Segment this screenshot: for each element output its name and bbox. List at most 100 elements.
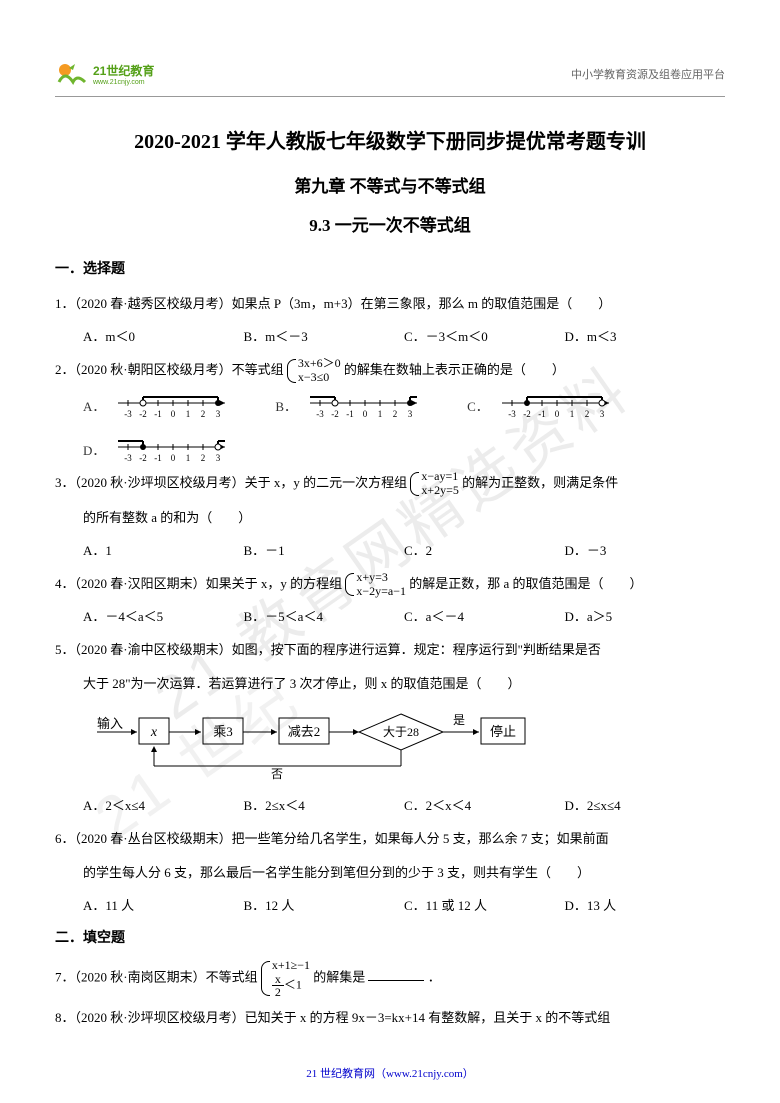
svg-text:-3: -3 — [125, 453, 133, 463]
q2-opt-a-label: A． — [83, 396, 105, 415]
q2-opt-d[interactable]: D． -3-2-1 0123 — [83, 435, 233, 465]
q7-frac-den: 2 — [272, 986, 284, 998]
footer-text: 21 世纪教育网（www.21cnjy.com） — [306, 1068, 474, 1080]
q5-opt-b[interactable]: B．2≤x＜4 — [244, 793, 405, 819]
section-choice-title: 一．选择题 — [55, 258, 725, 278]
q5-opt-a[interactable]: A．2＜x≤4 — [83, 793, 244, 819]
q2-opt-c[interactable]: C． -3-2-1 0123 — [467, 391, 617, 421]
svg-text:2: 2 — [393, 409, 398, 419]
question-6-l1: 6．（2020 春·丛台区校级期末）把一些笔分给几名学生，如果每人分 5 支，那… — [55, 825, 725, 853]
logo-main-text: 21世纪教育 — [93, 62, 154, 79]
q3-opt-a[interactable]: A．1 — [83, 538, 244, 564]
q5-opt-d[interactable]: D．2≤x≤4 — [565, 793, 726, 819]
logo-sub-text: www.21cnjy.com — [93, 79, 154, 86]
q3-opt-d[interactable]: D．－3 — [565, 538, 726, 564]
q4-opt-a[interactable]: A．－4＜a＜5 — [83, 604, 244, 630]
svg-text:-1: -1 — [538, 409, 546, 419]
flow-mul: 乘3 — [213, 724, 233, 739]
numberline-b-icon: -3-2-1 0123 — [305, 391, 425, 421]
q1-opt-c[interactable]: C．－3＜m＜0 — [404, 324, 565, 350]
svg-text:1: 1 — [569, 409, 574, 419]
q3-pre: 3．（2020 秋·沙坪坝区校级月考）关于 x，y 的二元一次方程组 — [55, 475, 407, 490]
svg-text:2: 2 — [584, 409, 589, 419]
flow-yes: 是 — [453, 713, 465, 727]
q6-opt-b[interactable]: B．12 人 — [244, 893, 405, 919]
q4-opt-b[interactable]: B．－5＜a＜4 — [244, 604, 405, 630]
q5-opt-c[interactable]: C．2＜x＜4 — [404, 793, 565, 819]
q2-opt-b[interactable]: B． -3-2-1 0123 — [275, 391, 425, 421]
q2-opt-a[interactable]: A． -3-2-1 0123 — [83, 391, 233, 421]
q7-end: ． — [428, 969, 441, 984]
q1-opt-a[interactable]: A．m＜0 — [83, 324, 244, 350]
flow-x: x — [150, 725, 158, 740]
q7-blank[interactable] — [368, 969, 424, 981]
question-2: 2．（2020 秋·朝阳区校级月考）不等式组 3x+6＞0 x−3≤0 的解集在… — [55, 356, 725, 385]
svg-text:-1: -1 — [155, 453, 163, 463]
svg-text:2: 2 — [201, 409, 206, 419]
svg-text:-3: -3 — [316, 409, 324, 419]
q4-system: x+y=3 x−2y=a−1 — [345, 571, 406, 599]
q2-opt-d-label: D． — [83, 440, 105, 459]
q7-frac-num: x — [272, 973, 284, 986]
q4-pre: 4．（2020 春·汉阳区期末）如果关于 x，y 的方程组 — [55, 576, 342, 591]
question-7: 7．（2020 秋·南岗区期末）不等式组 x+1≥−1 x 2 ＜1 的解集是 … — [55, 959, 725, 998]
q1-opt-d[interactable]: D．m＜3 — [565, 324, 726, 350]
svg-text:3: 3 — [408, 409, 413, 419]
flow-sub: 减去2 — [288, 724, 321, 739]
q2-pre: 2．（2020 秋·朝阳区校级月考）不等式组 — [55, 362, 284, 377]
q2-sys-row1: 3x+6＞0 — [298, 357, 341, 371]
question-3: 3．（2020 秋·沙坪坝区校级月考）关于 x，y 的二元一次方程组 x−ay=… — [55, 469, 725, 498]
svg-text:-3: -3 — [508, 409, 516, 419]
question-4: 4．（2020 春·汉阳区期末）如果关于 x，y 的方程组 x+y=3 x−2y… — [55, 570, 725, 599]
q6-options: A．11 人 B．12 人 C．11 或 12 人 D．13 人 — [83, 893, 725, 919]
question-5-l2: 大于 28"为一次运算．若运算进行了 3 次才停止，则 x 的取值范围是（ ） — [83, 670, 725, 698]
q4-sys-row1: x+y=3 — [356, 571, 406, 585]
svg-text:-2: -2 — [523, 409, 531, 419]
q3-sys-row1: x−ay=1 — [421, 470, 459, 484]
svg-text:1: 1 — [378, 409, 383, 419]
page-header: 21世纪教育 www.21cnjy.com 中小学教育资源及组卷应用平台 — [55, 60, 725, 88]
title-section: 9.3 一元一次不等式组 — [55, 211, 725, 236]
q3-opt-c[interactable]: C．2 — [404, 538, 565, 564]
svg-text:0: 0 — [171, 453, 176, 463]
q7-sys2-post: ＜1 — [284, 977, 302, 991]
header-divider — [55, 96, 725, 97]
q1-opt-b[interactable]: B．m＜－3 — [244, 324, 405, 350]
q5-options: A．2＜x≤4 B．2≤x＜4 C．2＜x＜4 D．2≤x≤4 — [83, 793, 725, 819]
section-fill-title: 二．填空题 — [55, 927, 725, 947]
question-6-l2: 的学生每人分 6 支，那么最后一名学生能分到笔但分到的少于 3 支，则共有学生（… — [83, 859, 725, 887]
svg-text:0: 0 — [171, 409, 176, 419]
q6-opt-d[interactable]: D．13 人 — [565, 893, 726, 919]
q6-opt-c[interactable]: C．11 或 12 人 — [404, 893, 565, 919]
q6-opt-a[interactable]: A．11 人 — [83, 893, 244, 919]
q4-opt-d[interactable]: D．a＞5 — [565, 604, 726, 630]
flowchart-icon: 输入 x 乘3 减去2 大于28 是 停止 否 — [91, 704, 531, 782]
q4-opt-c[interactable]: C．a＜－4 — [404, 604, 565, 630]
q7-sys-row1: x+1≥−1 — [272, 959, 310, 973]
q4-sys-row2: x−2y=a−1 — [356, 585, 406, 599]
q3-sys-row2: x+2y=5 — [421, 484, 459, 498]
svg-text:1: 1 — [186, 409, 191, 419]
q7-fraction: x 2 — [272, 973, 284, 998]
q2-post: 的解集在数轴上表示正确的是（ ） — [344, 362, 565, 377]
logo-icon — [55, 60, 89, 88]
svg-text:-1: -1 — [346, 409, 354, 419]
flow-cond: 大于28 — [383, 725, 419, 739]
q2-options: A． -3-2-1 0123 B． — [83, 391, 725, 465]
q4-post: 的解是正数，那 a 的取值范围是（ ） — [409, 576, 642, 591]
q3-opt-b[interactable]: B．－1 — [244, 538, 405, 564]
flow-no: 否 — [271, 767, 283, 781]
svg-text:1: 1 — [186, 453, 191, 463]
q4-options: A．－4＜a＜5 B．－5＜a＜4 C．a＜－4 D．a＞5 — [83, 604, 725, 630]
flowchart: 输入 x 乘3 减去2 大于28 是 停止 否 — [91, 704, 725, 787]
svg-text:2: 2 — [201, 453, 206, 463]
numberline-d-icon: -3-2-1 0123 — [113, 435, 233, 465]
q3-line2: 的所有整数 a 的和为（ ） — [83, 504, 725, 532]
header-right-text: 中小学教育资源及组卷应用平台 — [571, 66, 725, 82]
question-1: 1．（2020 春·越秀区校级月考）如果点 P（3m，m+3）在第三象限，那么 … — [55, 290, 725, 318]
q1-text: 1．（2020 春·越秀区校级月考）如果点 P（3m，m+3）在第三象限，那么 … — [55, 296, 611, 311]
q7-sys-row2: x 2 ＜1 — [272, 973, 310, 998]
q2-opt-c-label: C． — [467, 396, 489, 415]
svg-text:3: 3 — [599, 409, 604, 419]
flow-stop: 停止 — [490, 724, 516, 739]
